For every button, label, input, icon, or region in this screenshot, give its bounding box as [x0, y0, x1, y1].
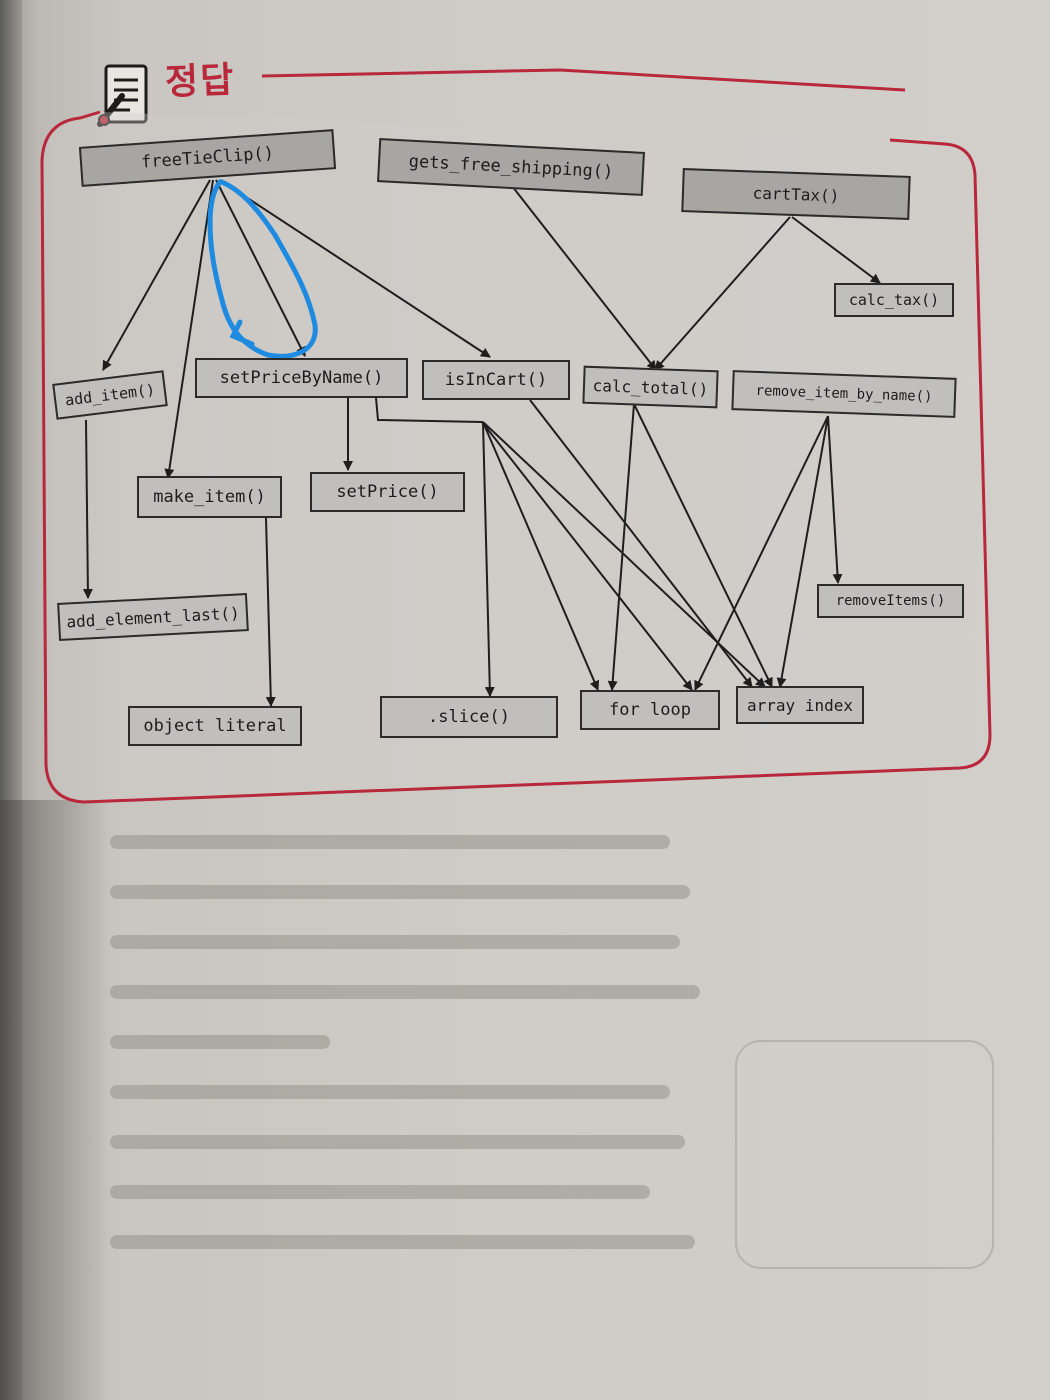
node-isInCart: isInCart() — [422, 360, 570, 400]
handwritten-highlight — [207, 179, 318, 359]
node-object-literal: object literal — [128, 706, 302, 746]
node-remove-item-by-name: remove_item_by_name() — [731, 370, 957, 418]
node-calc-total: calc_total() — [582, 365, 719, 409]
node-for-loop: for loop — [580, 690, 720, 730]
node-slice: .slice() — [380, 696, 558, 738]
page-shadow — [0, 800, 110, 1400]
call-arrows — [82, 179, 881, 707]
node-removeItems: removeItems() — [817, 584, 964, 618]
node-make-item: make_item() — [137, 476, 282, 518]
call-graph-diagram — [40, 68, 992, 804]
document-icon — [97, 64, 148, 127]
node-setPriceByName: setPriceByName() — [195, 358, 408, 398]
faded-background-box — [735, 1040, 994, 1269]
node-setPrice: setPrice() — [310, 472, 465, 512]
faded-background-text — [110, 835, 710, 1275]
node-calc-tax: calc_tax() — [834, 283, 954, 317]
node-cartTax: cartTax() — [681, 168, 911, 220]
node-array-index: array index — [736, 686, 864, 724]
